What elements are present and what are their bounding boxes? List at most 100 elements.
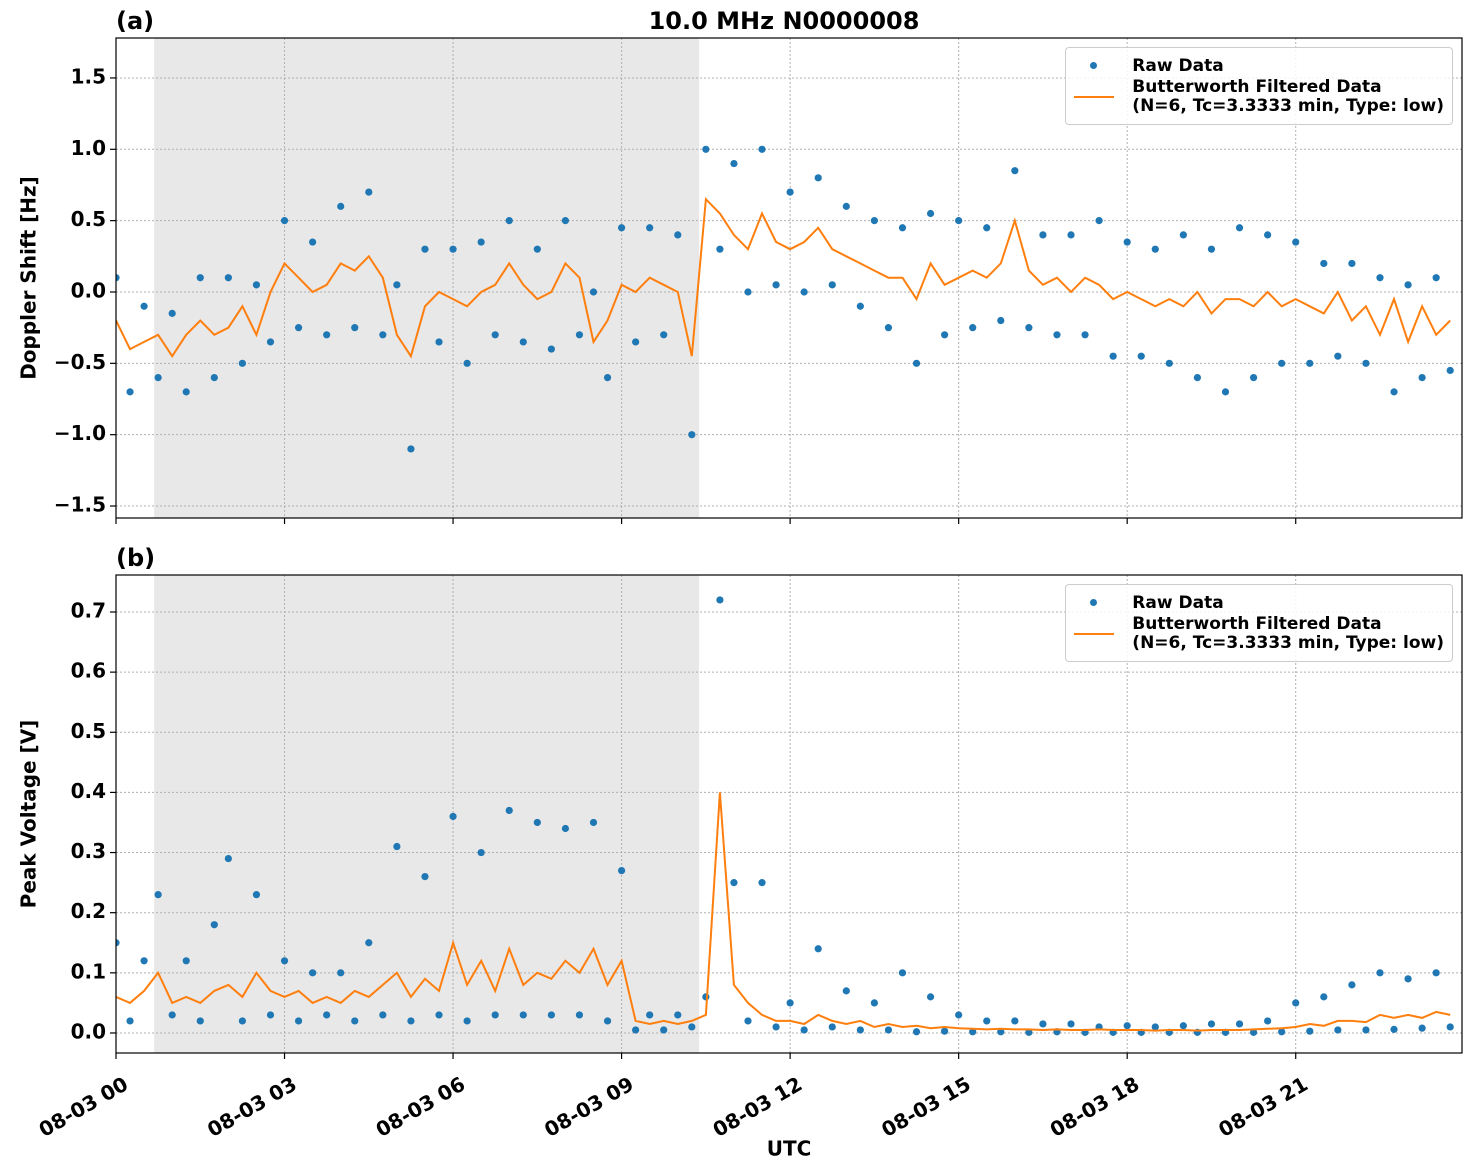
raw-point — [603, 373, 612, 382]
raw-point — [1123, 238, 1131, 246]
raw-point — [1235, 224, 1244, 232]
raw-point — [379, 331, 387, 339]
raw-point — [814, 945, 822, 953]
raw-point — [1278, 1028, 1286, 1036]
raw-point — [196, 274, 204, 282]
raw-point — [842, 987, 850, 995]
raw-point — [140, 957, 148, 965]
legend-entry: Raw Data — [1074, 56, 1444, 76]
raw-point — [632, 1026, 640, 1034]
x-axis-label: UTC — [767, 1137, 812, 1161]
raw-point — [1039, 231, 1047, 239]
raw-point — [786, 188, 794, 196]
raw-point — [575, 1011, 584, 1019]
raw-point — [856, 1026, 864, 1034]
raw-point — [926, 209, 935, 218]
raw-point — [772, 281, 780, 289]
legend-label: Raw Data — [1132, 55, 1224, 76]
legend-line — [1074, 633, 1115, 635]
raw-point — [1011, 167, 1019, 175]
raw-point — [941, 1027, 949, 1035]
raw-point — [1390, 388, 1398, 396]
raw-point — [533, 245, 541, 253]
raw-point — [252, 281, 261, 289]
raw-point — [1390, 1025, 1398, 1033]
panel-label: (b) — [116, 544, 155, 572]
raw-point — [617, 866, 626, 875]
raw-point — [266, 1011, 275, 1019]
raw-point — [1109, 352, 1117, 360]
raw-point — [688, 1023, 696, 1031]
raw-point — [491, 331, 499, 339]
raw-point — [1362, 1026, 1370, 1034]
y-tick-label: 0.5 — [71, 719, 106, 743]
raw-point — [1179, 231, 1187, 239]
raw-point — [926, 993, 935, 1001]
x-tick-label: 08-03 18 — [1046, 1072, 1144, 1142]
raw-point — [252, 891, 261, 899]
raw-point — [955, 1011, 963, 1019]
raw-point — [730, 879, 738, 887]
raw-point — [660, 331, 668, 339]
raw-point — [463, 359, 471, 367]
raw-point — [1404, 281, 1412, 289]
raw-point — [154, 373, 162, 382]
raw-point — [435, 338, 443, 346]
chart-title: 10.0 MHz N0000008 — [649, 7, 920, 35]
raw-point — [561, 217, 570, 225]
legend-label: Butterworth Filtered Data (N=6, Tc=3.333… — [1132, 614, 1444, 653]
raw-point — [997, 1028, 1005, 1036]
x-tick-label: 08-03 21 — [1214, 1072, 1312, 1142]
raw-point — [1137, 352, 1145, 360]
raw-point — [337, 202, 345, 210]
x-tick-label: 08-03 03 — [203, 1072, 301, 1142]
raw-point — [1025, 324, 1033, 332]
raw-point — [379, 1011, 387, 1019]
raw-point — [294, 324, 303, 332]
raw-point — [126, 388, 134, 396]
y-tick-label: −1.5 — [54, 493, 106, 517]
raw-point — [393, 842, 401, 851]
y-axis-label: Peak Voltage [V] — [17, 720, 41, 909]
raw-point — [407, 445, 415, 453]
raw-point — [168, 309, 176, 317]
raw-point — [210, 921, 218, 929]
raw-point — [828, 281, 836, 289]
raw-point — [168, 1011, 176, 1019]
raw-point — [182, 957, 190, 965]
raw-point — [786, 999, 794, 1007]
raw-point — [1404, 975, 1412, 983]
x-tick-label: 08-03 12 — [709, 1072, 807, 1142]
raw-point — [182, 388, 190, 396]
raw-point — [730, 159, 738, 168]
raw-point — [589, 288, 598, 296]
raw-point — [912, 1028, 921, 1036]
raw-point — [1151, 245, 1159, 253]
raw-point — [1207, 245, 1216, 253]
shaded-span — [154, 575, 700, 1053]
raw-point — [1264, 231, 1272, 239]
raw-point — [1025, 1028, 1033, 1036]
y-tick-label: −1.0 — [54, 421, 106, 445]
plot-area — [116, 145, 1454, 453]
legend-entry: Raw Data — [1074, 593, 1444, 613]
y-tick-label: 0.4 — [71, 779, 106, 803]
raw-point — [449, 245, 457, 253]
raw-point — [800, 1026, 808, 1034]
legend: Raw Data Butterworth Filtered Data (N=6, … — [1065, 584, 1453, 662]
legend-marker — [1090, 62, 1098, 69]
raw-point — [1235, 1020, 1244, 1028]
legend-marker — [1090, 599, 1098, 606]
raw-point — [1067, 1020, 1075, 1028]
raw-point — [1193, 373, 1202, 382]
raw-point — [351, 1017, 359, 1025]
raw-point — [421, 245, 429, 253]
raw-point — [1446, 366, 1454, 375]
raw-point — [1348, 981, 1356, 989]
raw-point — [758, 879, 766, 887]
raw-point — [196, 1017, 204, 1025]
raw-point — [1249, 1028, 1258, 1036]
y-tick-label: 0.5 — [71, 207, 106, 231]
raw-point — [744, 288, 752, 296]
